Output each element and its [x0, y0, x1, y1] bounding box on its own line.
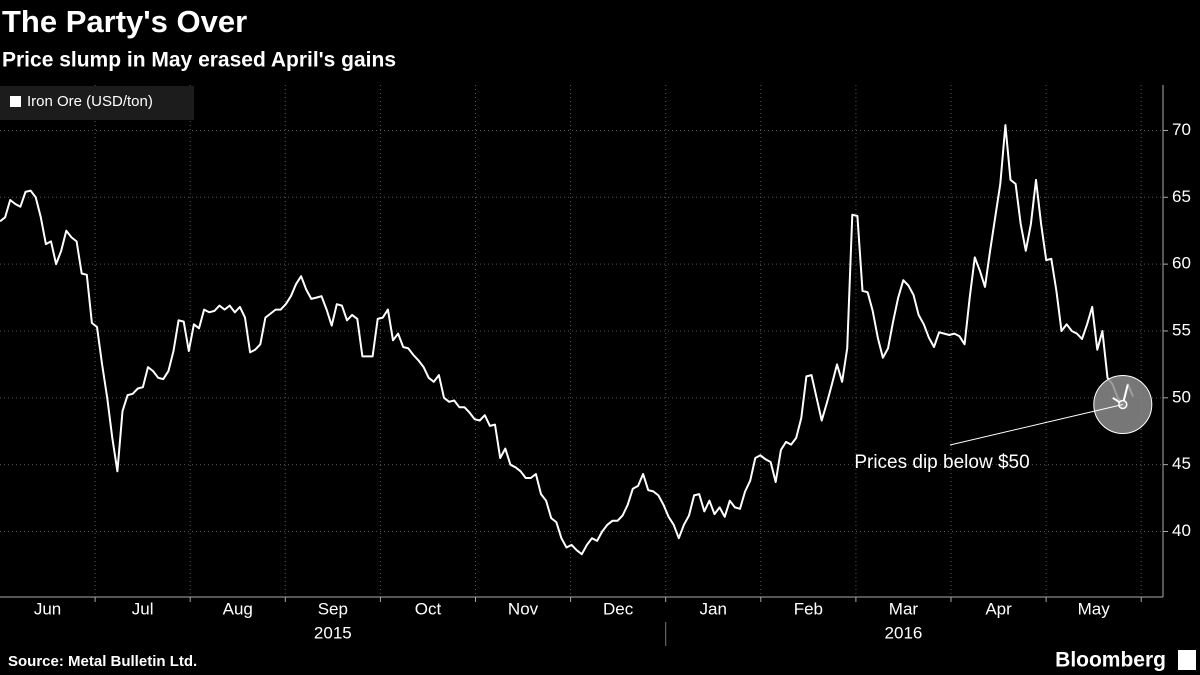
- x-tick-label: Dec: [603, 599, 634, 618]
- y-tick-label: 65: [1172, 187, 1191, 206]
- x-tick-label: Jan: [700, 599, 727, 618]
- x-tick-label: Jul: [132, 599, 154, 618]
- line-series: [0, 124, 1134, 556]
- x-tick-label: Oct: [415, 599, 442, 618]
- source: Source: Metal Bulletin Ltd.: [8, 653, 197, 670]
- x-tick-label: May: [1078, 599, 1111, 618]
- brand-icon: [1178, 650, 1196, 670]
- x-tick-label: Aug: [223, 599, 253, 618]
- y-tick-label: 55: [1172, 320, 1191, 339]
- x-tick-label: Mar: [889, 599, 919, 618]
- y-tick-label: 60: [1172, 254, 1191, 273]
- brand: Bloomberg: [1055, 649, 1166, 672]
- legend-swatch: [10, 96, 21, 107]
- y-tick-label: 40: [1172, 521, 1191, 540]
- chart-subtitle: Price slump in May erased April's gains: [2, 49, 396, 72]
- x-tick-label: Feb: [794, 599, 823, 618]
- y-tick-label: 50: [1172, 387, 1191, 406]
- y-tick-label: 70: [1172, 120, 1191, 139]
- chart-title: The Party's Over: [2, 4, 247, 39]
- x-tick-label: Apr: [985, 599, 1012, 618]
- x-tick-label: Sep: [318, 599, 348, 618]
- x-tick-label: Jun: [34, 599, 61, 618]
- x-tick-label: Nov: [508, 599, 539, 618]
- annotation: Prices dip below $50: [854, 452, 1029, 473]
- year-label: 2016: [885, 623, 923, 642]
- annotation-leader: [949, 404, 1123, 446]
- y-tick-label: 45: [1172, 454, 1191, 473]
- year-label: 2015: [314, 623, 352, 642]
- legend-label: Iron Ore (USD/ton): [27, 93, 153, 110]
- legend-box: [0, 86, 194, 120]
